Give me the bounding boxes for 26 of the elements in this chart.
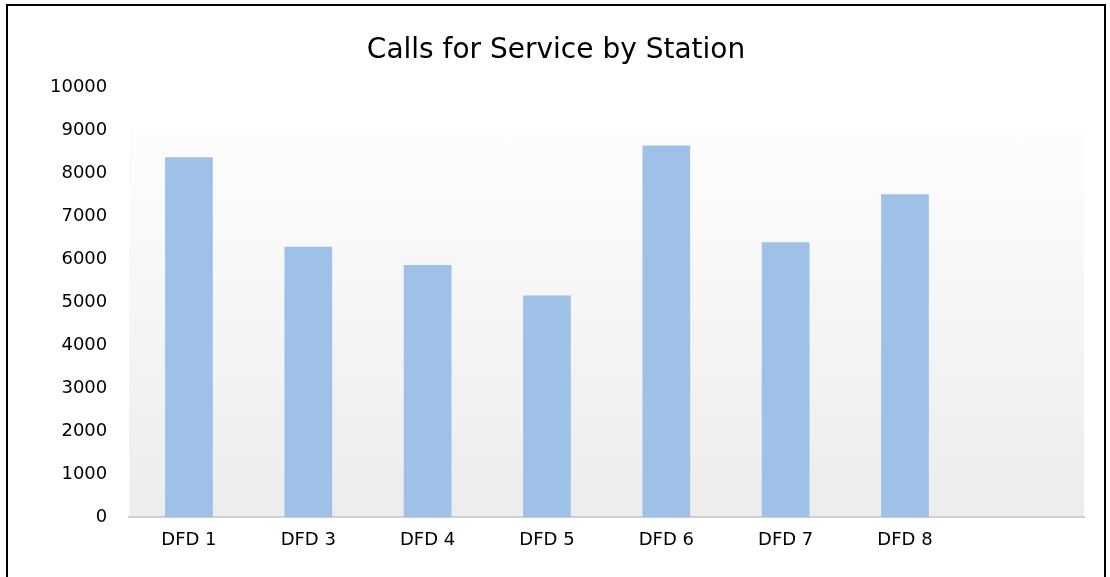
y-tick-label: 0 (95, 505, 108, 527)
bar (403, 265, 452, 518)
y-tick-label: 4000 (61, 333, 108, 355)
x-tick-label: DFD 1 (161, 527, 217, 549)
x-tick-label: DFD 6 (638, 527, 694, 549)
x-tick-label: DFD 4 (399, 527, 456, 549)
bar (523, 295, 571, 518)
y-tick-label: 1000 (61, 462, 108, 484)
bar (761, 242, 810, 518)
y-tick-label: 5000 (61, 290, 108, 312)
y-tick-label: 7000 (61, 204, 108, 226)
y-tick-label: 6000 (61, 247, 108, 269)
chart-title: Calls for Service by Station (366, 32, 746, 66)
bar (881, 194, 929, 518)
y-tick-label: 9000 (61, 118, 108, 140)
bar (642, 145, 691, 518)
x-tick-label: DFD 7 (758, 527, 814, 549)
y-tick-label: 8000 (61, 161, 108, 183)
y-tick-label: 2000 (61, 419, 108, 441)
x-tick-label: DFD 3 (280, 527, 336, 549)
x-tick-label: DFD 5 (519, 527, 575, 549)
x-tick-label: DFD 8 (877, 527, 933, 549)
bar (165, 157, 213, 518)
bar (284, 246, 333, 518)
y-tick-label: 10000 (50, 75, 108, 97)
y-tick-label: 3000 (61, 376, 108, 398)
